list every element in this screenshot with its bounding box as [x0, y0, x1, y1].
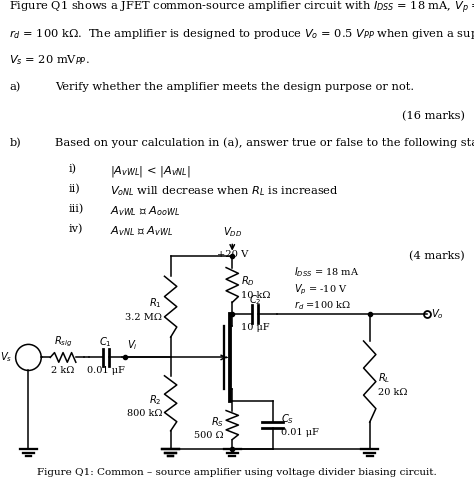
Text: $R_D$: $R_D$	[241, 275, 255, 288]
Text: iii): iii)	[69, 204, 84, 215]
Text: $R_S$: $R_S$	[210, 415, 224, 428]
Text: Based on your calculation in (a), answer true or false to the following statemen: Based on your calculation in (a), answer…	[55, 138, 474, 148]
Text: $R_{sig}$: $R_{sig}$	[54, 335, 73, 349]
Text: 800 kΩ: 800 kΩ	[127, 410, 162, 418]
Text: $A_{vWL}$ ≅ $A_{ooWL}$: $A_{vWL}$ ≅ $A_{ooWL}$	[109, 204, 180, 218]
Text: 3.2 MΩ: 3.2 MΩ	[125, 313, 162, 322]
Text: 2 kΩ: 2 kΩ	[51, 366, 75, 375]
Text: iv): iv)	[69, 225, 83, 235]
Text: $r_d$ =100 kΩ: $r_d$ =100 kΩ	[294, 299, 351, 313]
Text: ii): ii)	[69, 185, 81, 195]
Text: $I_{DSS}$ = 18 mA: $I_{DSS}$ = 18 mA	[294, 266, 359, 280]
Text: +20 V: +20 V	[217, 250, 248, 259]
Text: b): b)	[9, 138, 21, 148]
Text: $r_d$ = 100 kΩ.  The amplifier is designed to produce $V_o$ = 0.5 $V_{PP}$ when : $r_d$ = 100 kΩ. The amplifier is designe…	[9, 27, 474, 41]
Text: $C_S$: $C_S$	[281, 412, 294, 426]
Text: $V_{DD}$: $V_{DD}$	[223, 225, 242, 239]
Text: 0.01 μF: 0.01 μF	[281, 428, 319, 437]
Text: $C_2$: $C_2$	[249, 293, 261, 307]
Text: $V_s$: $V_s$	[0, 351, 12, 364]
Text: (16 marks): (16 marks)	[401, 111, 465, 121]
Text: |$A_{vWL}$| < |$A_{vNL}$|: |$A_{vWL}$| < |$A_{vNL}$|	[109, 164, 191, 179]
Text: i): i)	[69, 164, 77, 175]
Text: $V_o$: $V_o$	[431, 307, 444, 321]
Text: 20 kΩ: 20 kΩ	[378, 388, 408, 397]
Text: a): a)	[9, 82, 21, 93]
Text: Verify whether the amplifier meets the design purpose or not.: Verify whether the amplifier meets the d…	[55, 82, 414, 92]
Text: $V_{oNL}$ will decrease when $R_L$ is increased: $V_{oNL}$ will decrease when $R_L$ is in…	[109, 185, 338, 198]
Text: $C_1$: $C_1$	[100, 335, 112, 349]
Text: Figure Q1: Common – source amplifier using voltage divider biasing circuit.: Figure Q1: Common – source amplifier usi…	[37, 468, 437, 477]
Text: $R_L$: $R_L$	[378, 371, 391, 385]
Text: 0.01 μF: 0.01 μF	[87, 366, 125, 375]
Text: Figure Q1 shows a JFET common-source amplifier circuit with $I_{DSS}$ = 18 mA, $: Figure Q1 shows a JFET common-source amp…	[9, 0, 474, 16]
Text: $R_1$: $R_1$	[149, 297, 162, 310]
Text: (4 marks): (4 marks)	[409, 251, 465, 261]
Text: $V_p$ = -10 V: $V_p$ = -10 V	[294, 283, 347, 297]
Text: 500 Ω: 500 Ω	[194, 431, 224, 440]
Text: 10 μF: 10 μF	[241, 323, 269, 332]
Text: $A_{vNL}$ ≅ $A_{vWL}$: $A_{vNL}$ ≅ $A_{vWL}$	[109, 225, 173, 238]
Text: 10 kΩ: 10 kΩ	[241, 291, 270, 300]
Text: $V_i$: $V_i$	[127, 338, 138, 352]
Text: $V_s$ = 20 mV$_{PP}$.: $V_s$ = 20 mV$_{PP}$.	[9, 53, 90, 67]
Text: $R_2$: $R_2$	[149, 393, 162, 407]
